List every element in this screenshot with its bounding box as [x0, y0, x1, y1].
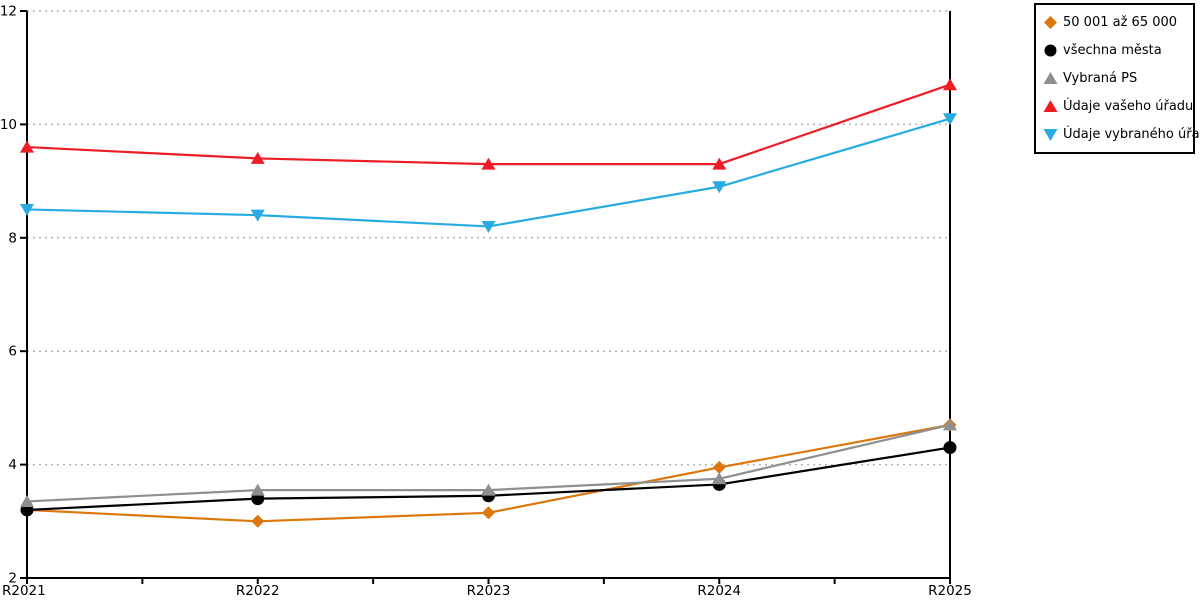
x-tick-label: R2023 — [467, 583, 511, 599]
data-point-diamond — [712, 460, 726, 474]
data-point-diamond — [482, 506, 495, 520]
x-tick-label: R2024 — [697, 583, 741, 599]
data-point-triangle-up — [481, 483, 496, 496]
legend-label: Údaje vašeho úřadu — [1063, 98, 1194, 114]
data-point-circle — [943, 441, 957, 455]
data-point-diamond — [251, 514, 265, 528]
data-point-triangle-down — [250, 209, 265, 222]
legend-item: Údaje vybraného úřadu — [1043, 120, 1200, 148]
legend-label: 50 001 až 65 000 — [1063, 15, 1178, 31]
data-point-triangle-down — [943, 113, 957, 126]
triangle-up-icon — [1043, 99, 1058, 112]
x-tick-label: R2022 — [236, 583, 280, 599]
legend-label: všechna města — [1063, 43, 1162, 59]
data-point-triangle-up — [943, 418, 957, 431]
data-point-triangle-up — [20, 494, 34, 507]
y-tick-label: 4 — [8, 457, 17, 473]
data-point-triangle-up — [20, 140, 34, 153]
x-tick-label: R2025 — [928, 583, 972, 599]
data-point-triangle-up — [712, 472, 727, 485]
legend: 50 001 až 65 000 všechna města Vybraná PS Ú… — [1034, 3, 1200, 154]
legend-item: 50 001 až 65 000 — [1043, 9, 1189, 37]
data-point-triangle-down — [20, 203, 34, 216]
x-tick-label: R2021 — [2, 583, 46, 599]
legend-label: Vybraná PS — [1063, 70, 1138, 86]
y-tick-label: 6 — [8, 344, 17, 360]
data-point-triangle-up — [250, 151, 265, 164]
data-point-triangle-up — [943, 78, 957, 91]
triangle-down-icon — [1043, 128, 1058, 141]
legend-label: Údaje vybraného úřadu — [1063, 126, 1200, 142]
data-point-triangle-down — [712, 181, 727, 194]
data-point-triangle-down — [481, 220, 496, 233]
diamond-icon — [1044, 16, 1057, 30]
data-point-triangle-up — [250, 483, 265, 496]
legend-item: všechna města — [1043, 37, 1189, 65]
circle-icon — [1044, 44, 1057, 57]
data-point-triangle-up — [481, 157, 496, 170]
legend-item: Údaje vašeho úřadu — [1043, 92, 1193, 120]
y-tick-label: 8 — [8, 230, 17, 246]
triangle-up-icon — [1043, 71, 1058, 84]
series-line — [26, 117, 951, 228]
y-tick-label: 12 — [0, 4, 17, 20]
y-tick-label: 2 — [8, 571, 17, 587]
y-tick-label: 10 — [0, 117, 17, 133]
data-point-triangle-up — [712, 157, 727, 170]
legend-item: Vybraná PS — [1043, 65, 1189, 93]
